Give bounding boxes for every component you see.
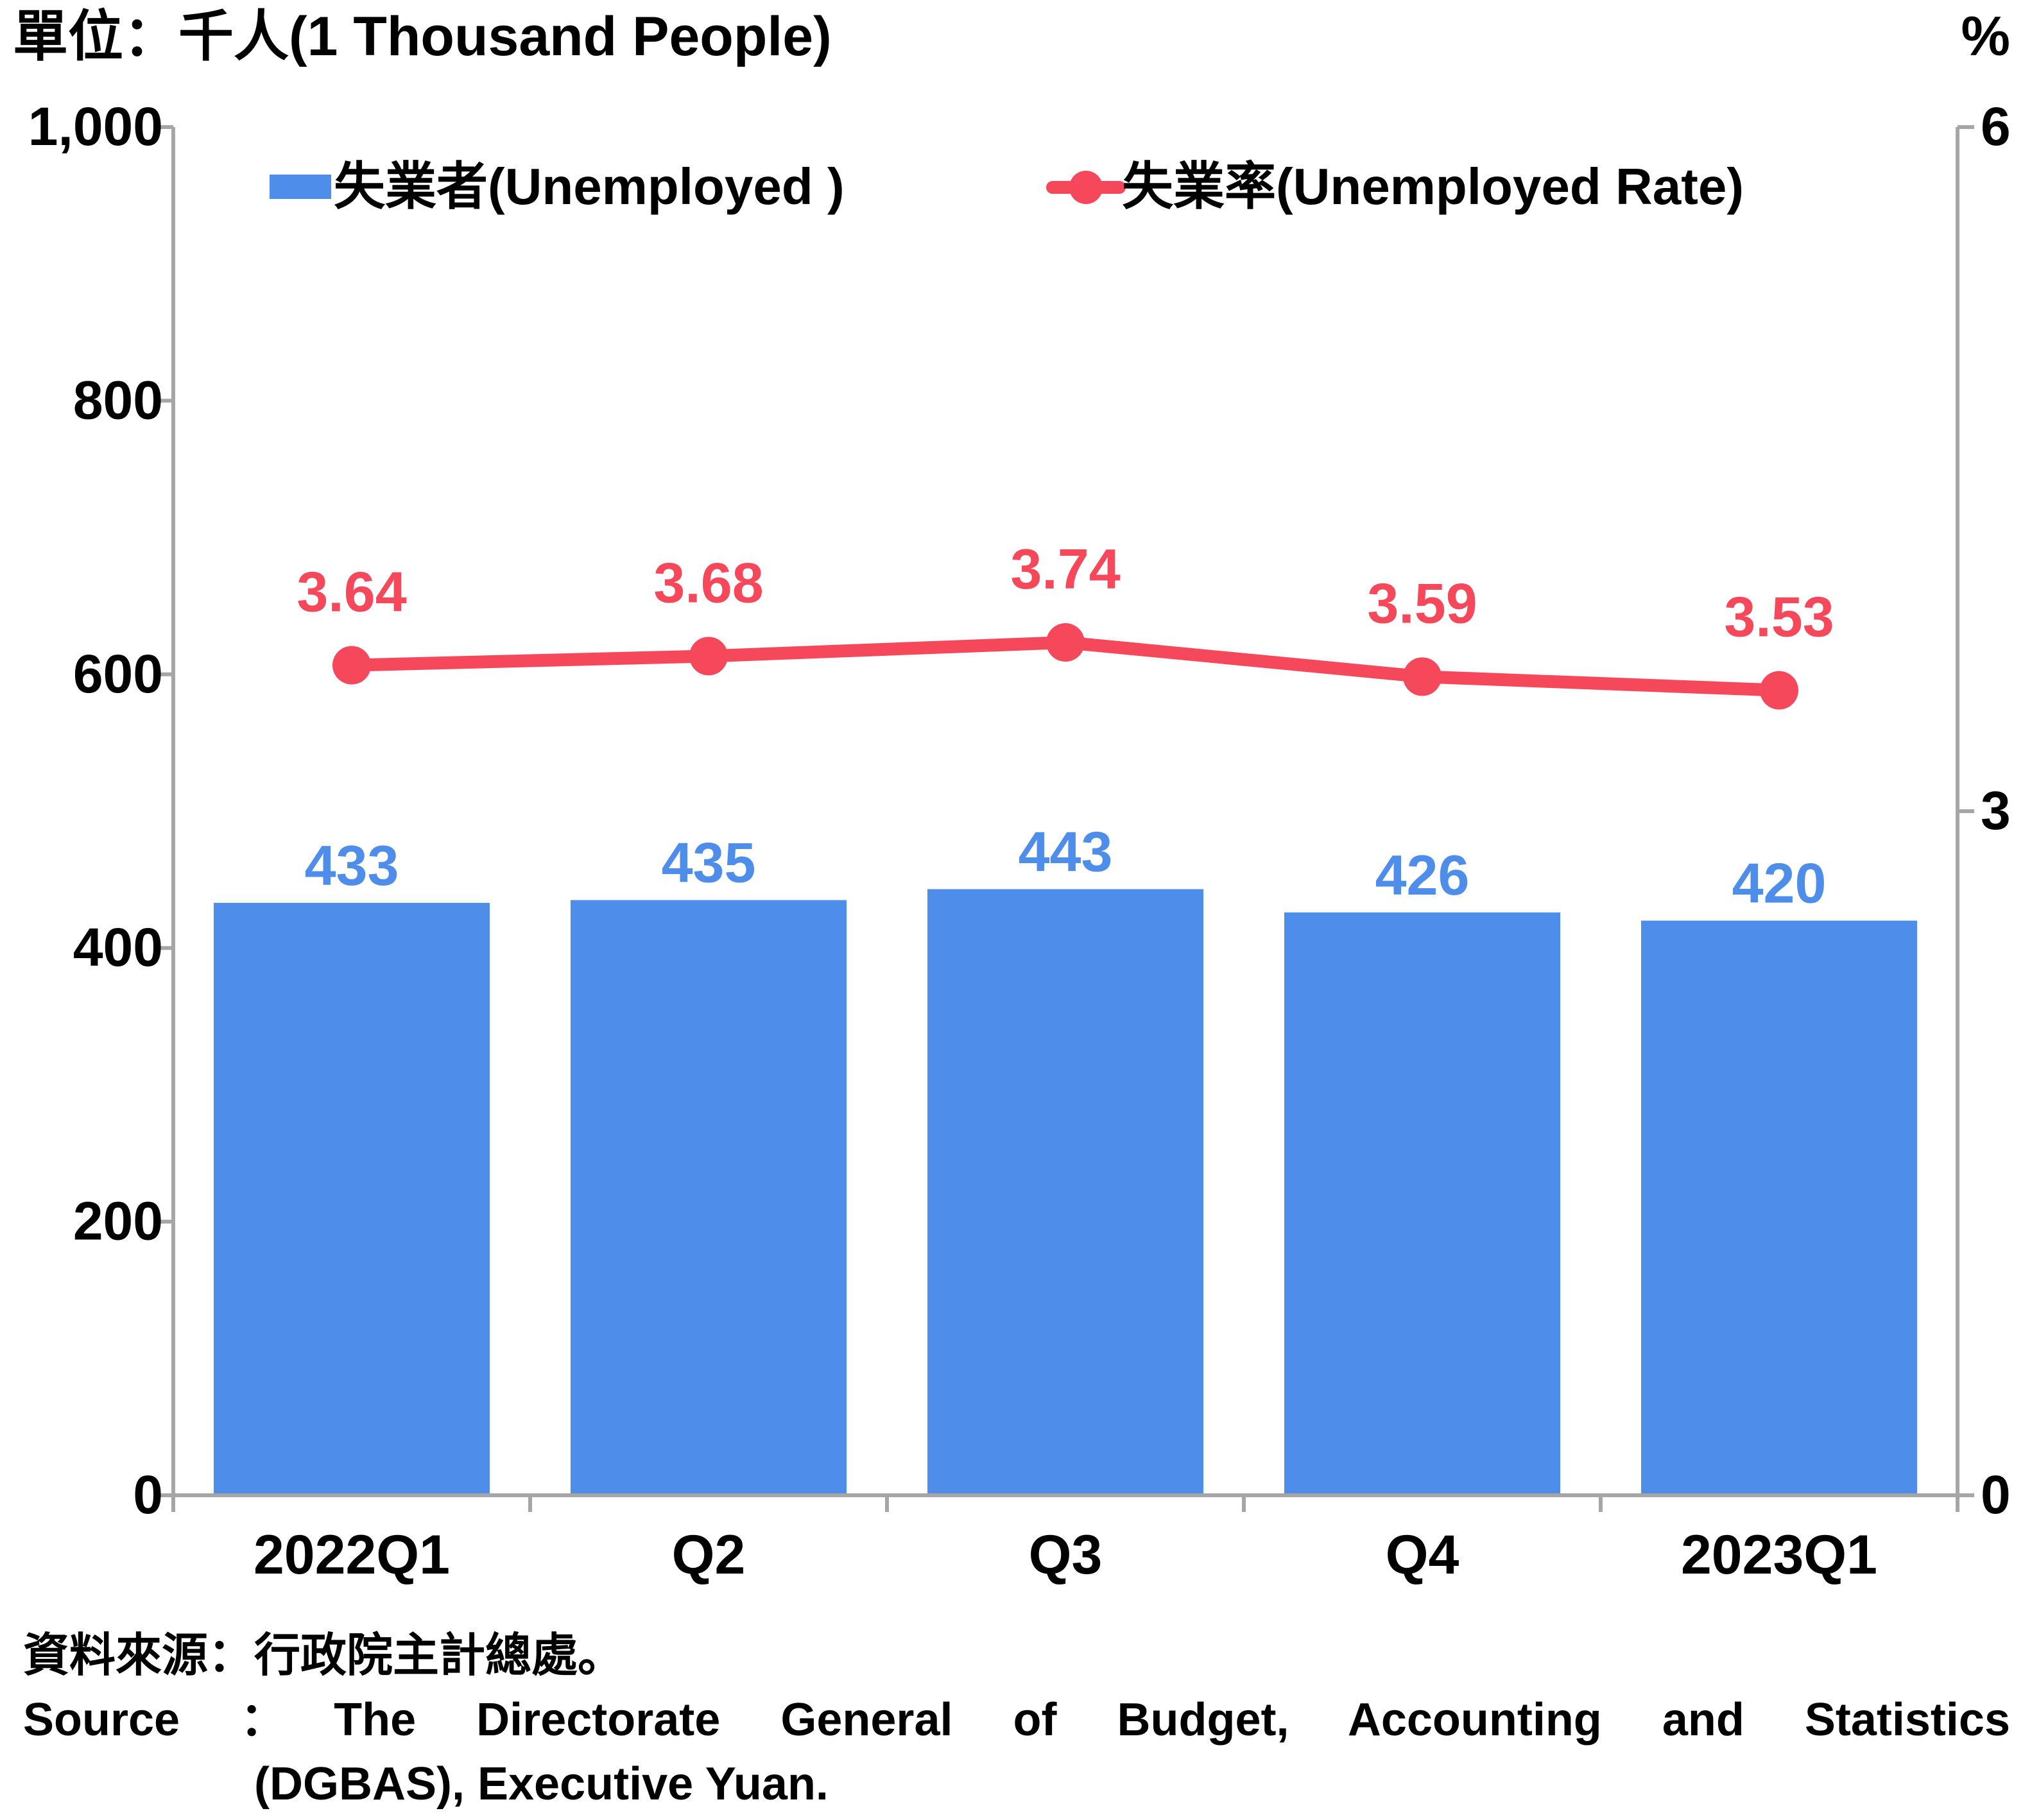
left-tick-label: 0 [133,1464,163,1525]
bar-value-label: 420 [1732,852,1827,915]
rate-value-label: 3.53 [1724,585,1834,649]
left-tick-label: 1,000 [28,96,163,157]
right-tick-label: 0 [1981,1464,2011,1525]
x-tick-label: Q3 [1029,1524,1103,1586]
bar-series: 433 435 443 426 420 [214,820,1917,1495]
right-unit-label: % [1961,6,2010,67]
x-tick-label: 2023Q1 [1681,1524,1877,1586]
left-tick-label: 600 [73,644,163,704]
legend-line-label: 失業率(Unemployed Rate) [1122,158,1744,215]
source-chinese: 資料來源：行政院主計總處。 [23,1630,624,1681]
source-english-line2: (DGBAS), Executive Yuan. [254,1758,829,1810]
rate-point [1760,671,1798,710]
right-tick-label: 3 [1981,780,2011,841]
bar-value-label: 435 [662,831,756,895]
bar-value-label: 443 [1019,820,1113,884]
x-axis: 2022Q1 Q2 Q3 Q4 2023Q1 [171,1493,1959,1586]
bar [927,889,1203,1495]
rate-point [1046,623,1085,662]
x-tick-label: Q2 [672,1524,746,1586]
rate-value-label: 3.74 [1010,537,1120,601]
bar [1284,912,1560,1495]
rate-point [689,637,728,676]
bar [214,902,490,1495]
bar [1641,920,1917,1495]
rate-point [332,646,371,685]
right-y-axis: 0 3 6 [1956,96,2011,1525]
left-y-axis: 0 200 400 600 800 1,000 [28,96,175,1525]
rate-value-label: 3.68 [653,551,763,614]
bar [571,900,847,1495]
legend-bar-label: 失業者(Unemployed ) [334,158,845,215]
bar-value-label: 426 [1375,843,1470,907]
rate-point [1403,657,1442,696]
x-tick-label: Q4 [1386,1524,1459,1586]
legend-bar-swatch [270,175,331,199]
right-tick-label: 6 [1981,96,2011,157]
combo-chart: 單位：千人(1 Thousand People) % 0 200 400 600 800… [13,6,2011,1586]
x-tick-label: 2022Q1 [254,1524,450,1586]
legend-line-marker [1069,171,1103,204]
legend: 失業者(Unemployed ) 失業率(Unemployed Rate) [270,158,1744,215]
source-english-line1: Source ：The Directorate General of Budge… [23,1694,2010,1746]
rate-value-label: 3.59 [1367,571,1477,635]
rate-value-label: 3.64 [297,560,406,624]
left-tick-label: 200 [73,1191,163,1251]
left-tick-label: 800 [73,370,163,430]
left-unit-label: 單位：千人(1 Thousand People) [13,6,832,67]
bar-value-label: 433 [305,834,399,897]
line-series: 3.64 3.68 3.74 3.59 3.53 [297,537,1834,710]
left-tick-label: 400 [73,917,163,977]
